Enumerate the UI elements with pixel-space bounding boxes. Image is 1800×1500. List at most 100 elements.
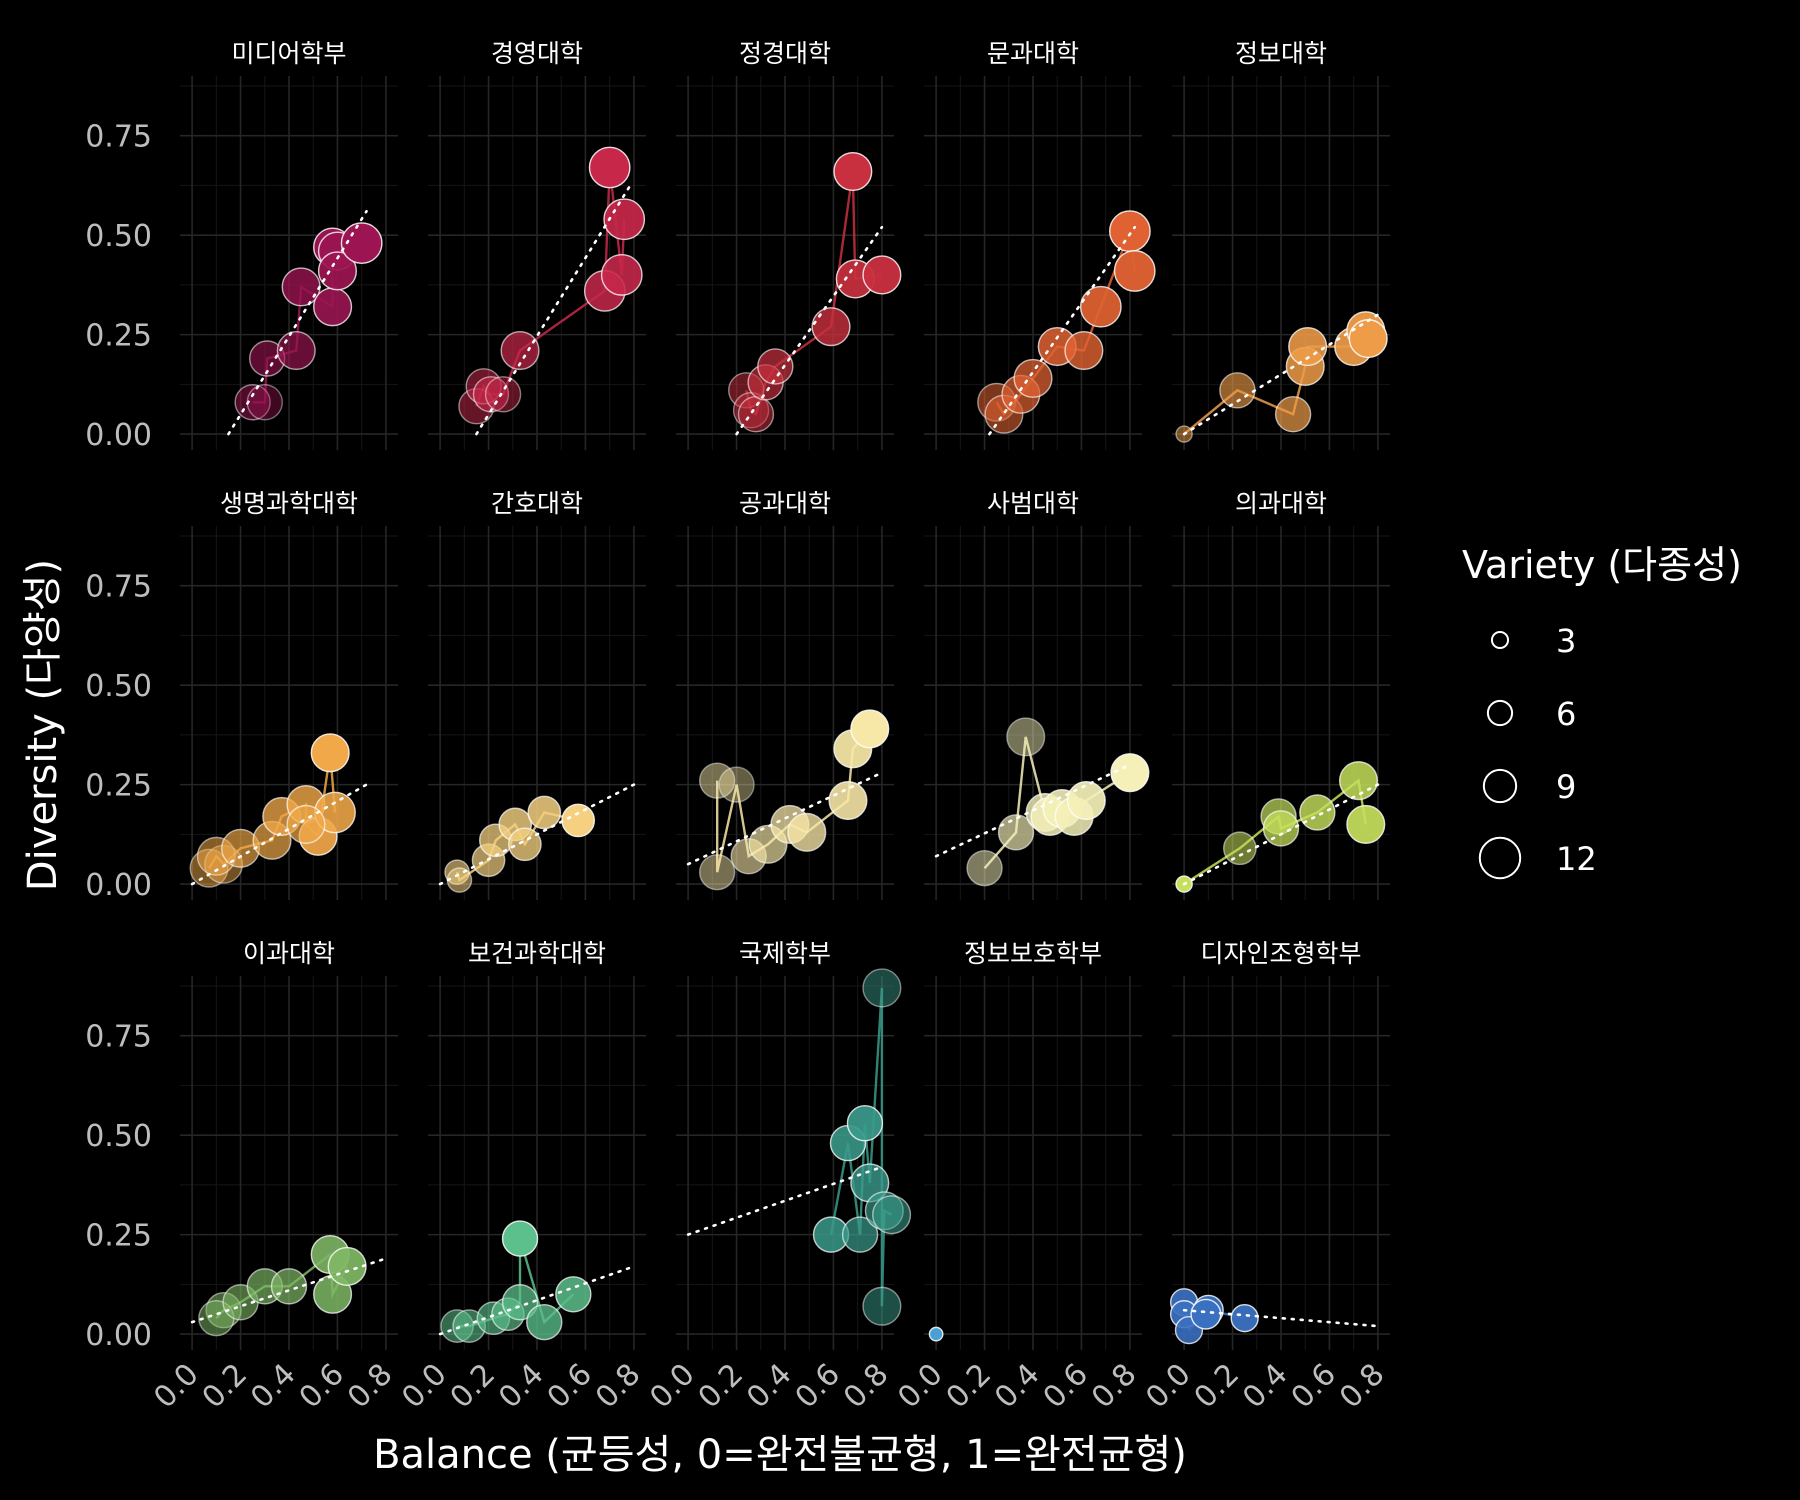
facet-panel: 문과대학 xyxy=(924,39,1156,450)
data-point xyxy=(1346,804,1386,844)
data-point xyxy=(1113,250,1156,292)
legend-key xyxy=(1490,630,1510,650)
data-point xyxy=(787,812,827,852)
data-point xyxy=(317,251,357,291)
y-tick-label: 0.00 xyxy=(85,868,152,903)
data-point xyxy=(718,766,755,803)
data-point xyxy=(828,780,868,821)
data-point xyxy=(862,1286,902,1326)
facet-panel: 미디어학부 0.00 0.25 0.50 0.75 xyxy=(85,39,398,453)
data-point xyxy=(698,853,736,891)
data-point xyxy=(1108,210,1151,253)
trend-line xyxy=(438,1265,636,1336)
facet-title: 의과대학 xyxy=(1235,489,1327,518)
data-point xyxy=(966,849,1003,887)
data-point xyxy=(833,151,873,192)
data-point xyxy=(500,330,540,371)
data-point xyxy=(1064,330,1104,371)
data-point xyxy=(508,827,542,862)
y-tick-label: 0.75 xyxy=(85,120,152,155)
data-point xyxy=(526,1303,563,1341)
trend-line xyxy=(934,763,1132,858)
data-point xyxy=(501,1220,539,1257)
data-point xyxy=(1013,358,1053,398)
facet-panel: 생명과학대학 0.00 0.25 0.50 0.75 xyxy=(85,489,398,903)
legend-label: 6 xyxy=(1556,695,1576,733)
data-point xyxy=(1190,1298,1222,1330)
legend: 3 6 9 12 xyxy=(1478,622,1597,880)
trend-line xyxy=(227,209,368,436)
data-point xyxy=(997,814,1035,851)
trend-line xyxy=(686,771,884,866)
trend-line xyxy=(475,186,631,436)
legend-key xyxy=(1478,836,1522,880)
data-point xyxy=(276,330,316,371)
y-tick-label: 0.50 xyxy=(85,219,152,254)
y-axis-title: Diversity (다양성) xyxy=(20,559,66,891)
y-tick-label: 0.00 xyxy=(85,1318,152,1353)
x-axis-title: Balance (균등성, 0=완전불균형, 1=완전균형) xyxy=(373,1432,1187,1478)
data-point xyxy=(862,255,902,295)
y-tick-label: 0.75 xyxy=(85,570,152,605)
data-point xyxy=(588,146,631,189)
trend-line xyxy=(988,225,1137,436)
y-tick-label: 0.25 xyxy=(85,769,152,804)
data-point xyxy=(327,1246,367,1286)
data-point xyxy=(527,795,562,830)
data-point xyxy=(872,1195,912,1235)
data-point xyxy=(313,287,353,327)
facet-panel: 공과대학 xyxy=(676,489,894,900)
legend-label: 12 xyxy=(1556,840,1597,878)
data-point xyxy=(862,968,902,1008)
legend-label: 3 xyxy=(1556,622,1576,660)
data-point xyxy=(270,1268,308,1305)
data-point xyxy=(246,384,283,421)
y-tick-label: 0.50 xyxy=(85,669,152,704)
data-point xyxy=(928,1326,944,1342)
y-tick-label: 0.25 xyxy=(85,319,152,354)
data-point xyxy=(286,804,326,844)
trend-line xyxy=(686,1165,884,1236)
trend-line xyxy=(735,225,884,436)
data-point xyxy=(737,395,775,433)
legend-title: Variety (다종성) xyxy=(1462,543,1742,587)
data-point xyxy=(1230,1304,1259,1333)
data-point xyxy=(561,803,596,838)
trend-line xyxy=(1182,313,1380,436)
data-point xyxy=(841,1216,879,1253)
facet-title: 공과대학 xyxy=(739,489,831,518)
data-point xyxy=(501,1284,539,1321)
trend-line xyxy=(190,783,368,886)
facet-title: 생명과학대학 xyxy=(220,489,358,518)
data-point xyxy=(811,307,851,347)
data-point xyxy=(1262,810,1300,847)
data-point xyxy=(1222,831,1257,866)
facet-title: 정경대학 xyxy=(739,39,831,68)
data-point xyxy=(850,709,890,749)
legend-key xyxy=(1482,768,1518,804)
legend-label: 9 xyxy=(1556,768,1576,806)
data-point xyxy=(600,254,643,296)
data-point xyxy=(1348,319,1388,359)
legend-key xyxy=(1486,699,1514,727)
facet-panel: 정경대학 xyxy=(676,39,902,450)
trend-line xyxy=(1182,1308,1380,1328)
facet-panel: 정보대학 xyxy=(1172,39,1390,450)
y-tick-label: 0.25 xyxy=(85,1219,152,1254)
trend-line xyxy=(1182,783,1380,886)
facet-title: 정보대학 xyxy=(1235,39,1327,68)
y-tick-label: 0.75 xyxy=(85,1020,152,1055)
facet-title: 간호대학 xyxy=(491,489,583,518)
facet-title: 디자인조형학부 xyxy=(1200,939,1361,968)
facet-panel: 경영대학 xyxy=(428,39,646,450)
data-point xyxy=(1066,780,1106,821)
facet-panel: 간호대학 xyxy=(428,489,646,900)
trend-line xyxy=(438,783,636,886)
facet-title: 이과대학 xyxy=(243,939,335,968)
facet-title: 정보보호학부 xyxy=(964,939,1102,968)
y-tick-label: 0.50 xyxy=(85,1119,152,1154)
facet-title: 미디어학부 xyxy=(231,39,346,68)
